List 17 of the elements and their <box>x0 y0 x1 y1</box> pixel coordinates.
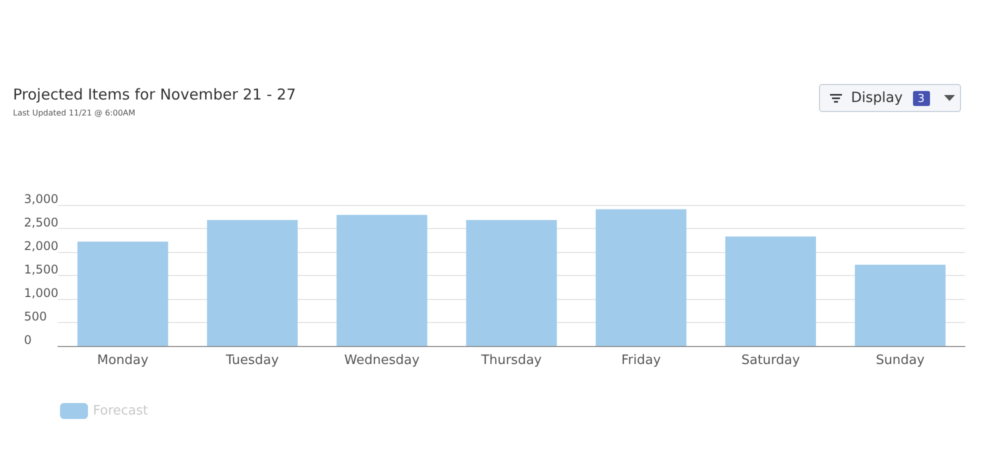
x-tick-label: Saturday <box>741 353 800 368</box>
y-tick-label: 1,500 <box>24 262 58 276</box>
x-tick-label: Tuesday <box>224 353 280 368</box>
x-tick-label: Thursday <box>480 353 542 368</box>
y-tick-label: 0 <box>24 333 32 347</box>
x-tick-label: Wednesday <box>344 353 420 368</box>
y-tick-label: 2,500 <box>24 216 58 230</box>
x-tick-label: Sunday <box>876 353 925 368</box>
chart-title: Projected Items for November 21 - 27 <box>13 86 296 104</box>
y-tick-label: 2,000 <box>24 239 58 253</box>
y-tick-label: 1,000 <box>24 286 58 300</box>
y-tick-label: 500 <box>24 310 47 324</box>
x-tick-label: Monday <box>97 353 149 368</box>
display-dropdown: Display 3 <box>819 84 961 112</box>
y-tick-label: 3,000 <box>24 192 58 206</box>
x-tick-label: Friday <box>621 353 662 368</box>
chart-subtitle: Last Updated 11/21 @ 6:00AM <box>13 108 136 118</box>
